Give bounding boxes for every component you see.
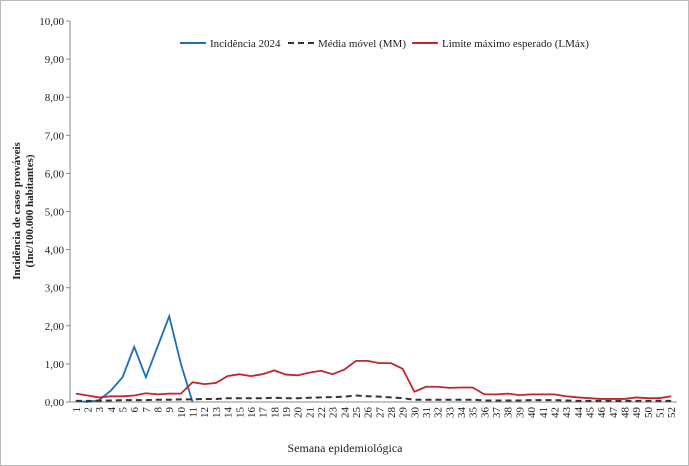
x-tick-label: 11 xyxy=(188,407,200,418)
x-tick-label: 46 xyxy=(596,407,608,419)
x-tick-label: 13 xyxy=(211,407,223,419)
x-tick-label: 31 xyxy=(421,407,433,418)
x-tick-label: 12 xyxy=(199,407,211,418)
x-tick-label: 28 xyxy=(386,407,398,419)
x-tick-label: 26 xyxy=(363,407,375,419)
y-tick-label: 5,00 xyxy=(45,207,65,219)
x-tick-label: 8 xyxy=(153,407,165,413)
x-tick-label: 3 xyxy=(94,407,106,413)
x-tick-label: 33 xyxy=(444,407,456,419)
x-tick-label: 6 xyxy=(129,407,141,413)
x-tick-label: 15 xyxy=(234,407,246,419)
x-tick-label: 23 xyxy=(328,407,340,419)
x-tick-label: 44 xyxy=(573,407,585,419)
x-tick-label: 10 xyxy=(176,407,188,419)
x-tick-label: 9 xyxy=(164,407,176,413)
x-tick-label: 34 xyxy=(456,407,468,419)
y-tick-label: 10,00 xyxy=(39,16,64,28)
x-tick-label: 52 xyxy=(666,407,678,418)
x-tick-label: 2 xyxy=(83,407,95,413)
x-tick-label: 20 xyxy=(293,407,305,419)
x-tick-label: 42 xyxy=(549,407,561,418)
series-line xyxy=(75,359,672,400)
x-tick-label: 45 xyxy=(584,407,596,419)
y-tick-label: 9,00 xyxy=(45,54,65,66)
x-axis-label: Semana epidemiológica xyxy=(288,441,404,455)
y-tick-label: 1,00 xyxy=(45,359,65,371)
x-tick-label: 22 xyxy=(316,407,328,418)
x-tick-label: 18 xyxy=(269,407,281,419)
y-tick-label: 2,00 xyxy=(45,321,65,333)
x-tick-label: 4 xyxy=(106,407,118,413)
y-axis-label-line: (Inc/100.000 habitantes) xyxy=(24,154,36,267)
x-tick-label: 40 xyxy=(526,407,538,419)
x-tick-label: 1 xyxy=(71,407,83,413)
x-tick-label: 25 xyxy=(351,407,363,419)
x-tick-label: 39 xyxy=(514,407,526,419)
y-axis-label-line: Incidência de casos prováveis xyxy=(11,141,23,279)
x-tick-label: 50 xyxy=(643,407,655,419)
legend-label: Limite máximo esperado (LMáx) xyxy=(442,38,589,50)
y-axis-label: Incidência de casos prováveis (Inc/100.0… xyxy=(11,141,36,279)
x-tick-label: 32 xyxy=(433,407,445,418)
x-tick-label: 17 xyxy=(258,407,270,419)
x-tick-label: 7 xyxy=(141,407,153,413)
x-tick-label: 38 xyxy=(503,407,515,419)
x-tick-label: 14 xyxy=(223,407,235,419)
x-tick-label: 48 xyxy=(619,407,631,419)
x-tick-label: 51 xyxy=(654,407,666,418)
x-tick-label: 49 xyxy=(631,407,643,419)
legend-label: Incidência 2024 xyxy=(210,38,281,50)
x-tick-label: 29 xyxy=(398,407,410,419)
y-tick-label: 0,00 xyxy=(45,397,65,409)
y-tick-label: 3,00 xyxy=(45,283,65,295)
y-tick-label: 7,00 xyxy=(45,130,65,142)
series-line xyxy=(75,313,194,403)
x-tick-label: 16 xyxy=(246,407,258,419)
y-tick-label: 4,00 xyxy=(45,245,65,257)
x-tick-label: 41 xyxy=(538,407,550,418)
x-tick-label: 27 xyxy=(374,407,386,419)
x-tick-label: 30 xyxy=(409,407,421,419)
legend-label: Média móvel (MM) xyxy=(318,38,406,50)
x-tick-label: 35 xyxy=(468,407,480,419)
x-tick-label: 37 xyxy=(491,407,503,419)
x-tick-label: 5 xyxy=(118,407,130,413)
x-tick-label: 21 xyxy=(304,407,316,418)
x-tick-label: 43 xyxy=(561,407,573,419)
y-tick-label: 8,00 xyxy=(45,92,65,104)
x-tick-label: 36 xyxy=(479,407,491,419)
x-tick-label: 24 xyxy=(339,407,351,419)
x-tick-label: 19 xyxy=(281,407,293,419)
x-tick-label: 47 xyxy=(608,407,620,419)
y-tick-label: 6,00 xyxy=(45,168,65,180)
